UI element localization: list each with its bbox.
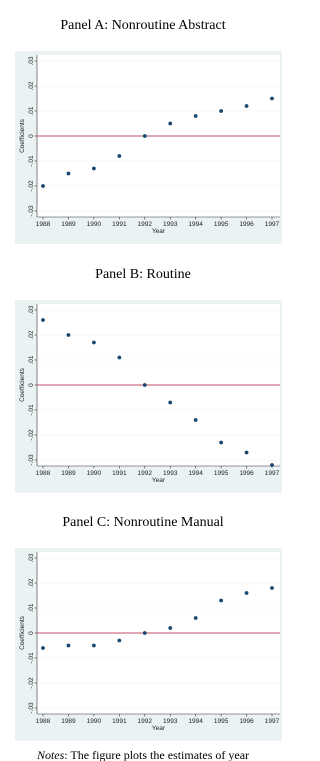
- x-tick-label: 1994: [188, 470, 203, 477]
- x-tick-label: 1996: [239, 470, 254, 477]
- data-point: [168, 400, 173, 405]
- x-tick-label: 1992: [138, 470, 153, 477]
- x-tick-label: 1990: [87, 221, 102, 228]
- data-point: [244, 104, 249, 108]
- y-tick-label: 0: [28, 134, 35, 138]
- data-point: [219, 598, 224, 603]
- data-point: [193, 114, 198, 118]
- x-tick-label: 1988: [36, 470, 51, 477]
- x-tick-label: 1991: [112, 221, 127, 228]
- y-axis-label: Coefficients: [19, 615, 26, 650]
- y-tick-label: .03: [28, 305, 35, 314]
- x-tick-label: 1997: [265, 470, 280, 477]
- y-tick-label: -.03: [28, 702, 35, 714]
- data-point: [41, 646, 45, 650]
- x-tick-label: 1989: [61, 470, 76, 477]
- x-axis-label: Year: [152, 228, 166, 235]
- data-point: [270, 463, 274, 467]
- x-tick-label: 1990: [87, 718, 102, 725]
- x-tick-label: 1993: [163, 470, 178, 477]
- x-tick-label: 1988: [36, 718, 51, 725]
- y-tick-label: -.01: [28, 155, 35, 167]
- y-tick-label: -.02: [28, 180, 35, 192]
- x-tick-label: 1992: [138, 718, 153, 725]
- page: Notes: The figure plots the estimates of…: [15, 18, 282, 761]
- x-tick-label: 1995: [214, 718, 229, 725]
- data-point: [244, 591, 249, 595]
- x-tick-label: 1991: [112, 470, 127, 477]
- data-point: [168, 121, 173, 126]
- x-tick-label: 1995: [214, 221, 229, 228]
- x-tick-label: 1997: [265, 718, 280, 725]
- data-point: [117, 154, 122, 158]
- x-tick-label: 1994: [188, 718, 203, 725]
- data-point: [142, 134, 147, 138]
- data-point: [66, 333, 71, 337]
- data-point: [168, 626, 173, 630]
- x-tick-label: 1989: [61, 221, 76, 228]
- panel: Panel A: Nonroutine Abstract -.03 -.02 -.01…: [15, 18, 282, 244]
- x-tick-label: 1990: [87, 470, 102, 477]
- data-point: [219, 109, 224, 113]
- data-point: [219, 440, 224, 445]
- data-point: [91, 166, 96, 171]
- chart-title: Panel A: Nonroutine Abstract: [60, 18, 225, 33]
- y-tick-label: .02: [28, 81, 35, 90]
- data-point: [41, 318, 45, 322]
- x-tick-label: 1989: [61, 718, 76, 725]
- y-tick-label: -.01: [28, 404, 35, 416]
- x-tick-label: 1993: [163, 718, 178, 725]
- x-tick-label: 1993: [163, 221, 178, 228]
- x-axis-label: Year: [152, 725, 166, 732]
- data-point: [244, 450, 249, 455]
- data-point: [41, 184, 45, 188]
- panel: Panel B: Routine -.03 -.02 -.01 0 .01 .02 .03 19…: [15, 267, 282, 493]
- y-tick-label: .02: [28, 330, 35, 339]
- y-tick-label: 0: [28, 631, 35, 635]
- panel: Panel C: Nonroutine Manual -.03 -.02 -.01 0.…: [15, 515, 282, 741]
- x-tick-label: 1988: [36, 221, 51, 228]
- data-point: [117, 638, 122, 643]
- notes: Notes: The figure plots the estimates of…: [36, 748, 249, 761]
- x-tick-label: 1994: [188, 221, 203, 228]
- chart-title: Panel B: Routine: [95, 267, 191, 282]
- x-tick-label: 1996: [239, 221, 254, 228]
- y-tick-label: .03: [28, 56, 35, 65]
- data-point: [91, 340, 96, 345]
- y-tick-label: -.01: [28, 652, 35, 664]
- data-point: [91, 643, 96, 648]
- notes-label: Notes: [36, 748, 65, 761]
- y-tick-label: -.03: [28, 205, 35, 217]
- y-tick-label: -.02: [28, 677, 35, 689]
- y-tick-label: .03: [28, 553, 35, 562]
- data-point: [193, 418, 198, 422]
- data-point: [193, 616, 198, 620]
- data-point: [117, 355, 122, 360]
- x-tick-label: 1996: [239, 718, 254, 725]
- x-tick-label: 1995: [214, 470, 229, 477]
- y-axis-label: Coefficients: [19, 367, 26, 402]
- x-tick-label: 1992: [138, 221, 153, 228]
- y-axis-label: Coefficients: [19, 118, 26, 153]
- y-tick-label: .02: [28, 578, 35, 587]
- y-tick-label: .01: [28, 355, 35, 364]
- data-point: [270, 96, 274, 101]
- y-tick-label: .01: [28, 603, 35, 612]
- figure: Notes: The figure plots the estimates of…: [15, 18, 282, 761]
- x-tick-label: 1991: [112, 718, 127, 725]
- data-point: [142, 383, 147, 387]
- data-point: [66, 171, 71, 176]
- y-tick-label: -.03: [28, 454, 35, 466]
- y-tick-label: -.02: [28, 429, 35, 441]
- y-tick-label: 0: [28, 383, 35, 387]
- x-tick-label: 1997: [265, 221, 280, 228]
- data-point: [66, 643, 71, 648]
- notes-text: : The figure plots the estimates of year: [64, 748, 249, 761]
- x-axis-label: Year: [152, 477, 166, 484]
- data-point: [142, 631, 147, 635]
- y-tick-label: .01: [28, 106, 35, 115]
- chart-title: Panel C: Nonroutine Manual: [62, 515, 223, 530]
- data-point: [270, 586, 274, 590]
